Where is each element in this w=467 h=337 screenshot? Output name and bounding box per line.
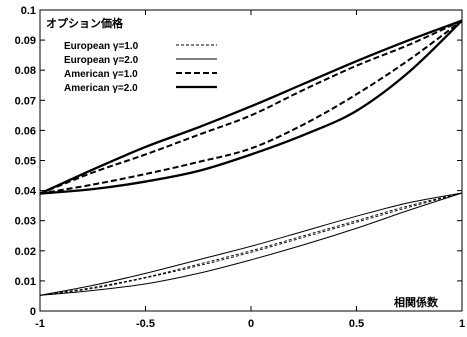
legend-label: American γ=1.0 — [64, 69, 138, 80]
y-tick-label: 0.09 — [15, 35, 36, 47]
series-line-1 — [39, 192, 463, 296]
y-tick-label: 0.04 — [15, 186, 37, 198]
y-tick-label: 0.01 — [15, 276, 36, 288]
x-tick-label: -0.5 — [136, 318, 155, 330]
legend-label: European γ=1.0 — [64, 41, 139, 52]
series-line-3 — [39, 192, 463, 296]
y-tick-label: 0.02 — [15, 246, 36, 258]
series-line-8 — [39, 19, 463, 195]
x-axis-label: 相関係数 — [394, 295, 439, 309]
series-line-4 — [39, 192, 463, 296]
series-line-2 — [39, 192, 463, 296]
y-tick-label: 0.06 — [15, 125, 36, 137]
legend: European γ=1.0 European γ=2.0 American γ=1… — [64, 41, 217, 94]
y-axis-label: オプション価格 — [46, 16, 124, 30]
y-tick-label: 0 — [30, 306, 36, 318]
y-tick-label: 0.08 — [15, 65, 36, 77]
legend-label: American γ=2.0 — [64, 83, 138, 94]
y-tick-label: 0.07 — [15, 95, 36, 107]
series-line-7 — [39, 19, 463, 195]
x-tick-label: 1 — [459, 318, 465, 330]
x-tick-label: 0 — [248, 318, 254, 330]
y-tick-label: 0.03 — [15, 216, 36, 228]
series-line-5 — [39, 19, 463, 195]
axes-layer: -1 -0.5 0 0.5 1 0 0.01 0.02 0.03 0.04 0.05 0.06 0.07… — [15, 5, 465, 330]
x-tick-label: -1 — [35, 318, 45, 330]
y-tick-label: 0.1 — [21, 5, 36, 17]
y-tick-label: 0.05 — [15, 156, 36, 168]
x-tick-label: 0.5 — [349, 318, 364, 330]
series-layer — [39, 19, 463, 296]
legend-label: European γ=2.0 — [64, 55, 139, 66]
